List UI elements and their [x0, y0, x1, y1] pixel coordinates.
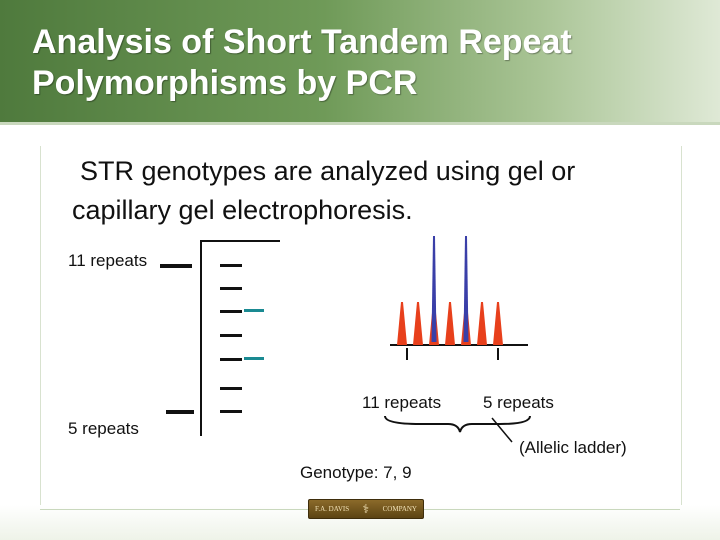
ladder-band: [220, 334, 242, 337]
ladder-peak: [493, 302, 503, 345]
gel-label-5-repeats: 5 repeats: [68, 419, 139, 438]
ladder-band: [220, 410, 242, 413]
ladder-peak: [445, 302, 455, 345]
sample-band: [244, 309, 264, 312]
ladder-pointer: [491, 417, 513, 443]
ladder-band: [220, 358, 242, 361]
gel-well-outline: [200, 240, 280, 436]
capillary-label-11-repeats: 11 repeats: [362, 393, 442, 412]
logo-text-right: COMPANY: [382, 505, 417, 513]
logo-text-left: F.A. DAVIS: [315, 505, 350, 513]
ladder-peak: [397, 302, 407, 345]
ladder-peaks: [397, 302, 503, 345]
ladder-band: [220, 264, 242, 267]
ladder-peak: [477, 302, 487, 345]
ladder-band: [220, 387, 242, 390]
gel-label-11-repeats: 11 repeats: [68, 251, 148, 270]
sample-peaks: [431, 236, 469, 342]
slide-title: Analysis of Short Tandem Repeat Polymorp…: [32, 23, 572, 102]
ladder-band: [220, 310, 242, 313]
genotype-label: Genotype: 7, 9: [300, 463, 412, 482]
gel-marker-5: [166, 410, 194, 414]
sample-peak: [431, 236, 437, 342]
content-frame: [40, 146, 682, 506]
ladder-band: [220, 287, 242, 290]
sample-peak: [463, 236, 469, 342]
slide-body: STR genotypes are analyzed using gel or …: [72, 152, 682, 230]
body-line-1: STR genotypes are analyzed using gel or: [80, 156, 576, 186]
brace-shape: [384, 415, 531, 433]
slide-header: [0, 0, 720, 122]
gel-marker-11: [160, 264, 192, 268]
publisher-logo: F.A. DAVIS ⚕ COMPANY: [308, 499, 424, 519]
caduceus-icon: ⚕: [362, 502, 370, 516]
capillary-label-5-repeats: 5 repeats: [483, 393, 554, 412]
allelic-ladder-label: (Allelic ladder): [519, 438, 627, 457]
ladder-peak: [413, 302, 423, 345]
header-divider: [0, 122, 720, 125]
body-line-2: capillary gel electrophoresis.: [72, 195, 413, 225]
sample-band: [244, 357, 264, 360]
ladder-brace: [384, 415, 531, 443]
electropherogram: [390, 236, 528, 360]
